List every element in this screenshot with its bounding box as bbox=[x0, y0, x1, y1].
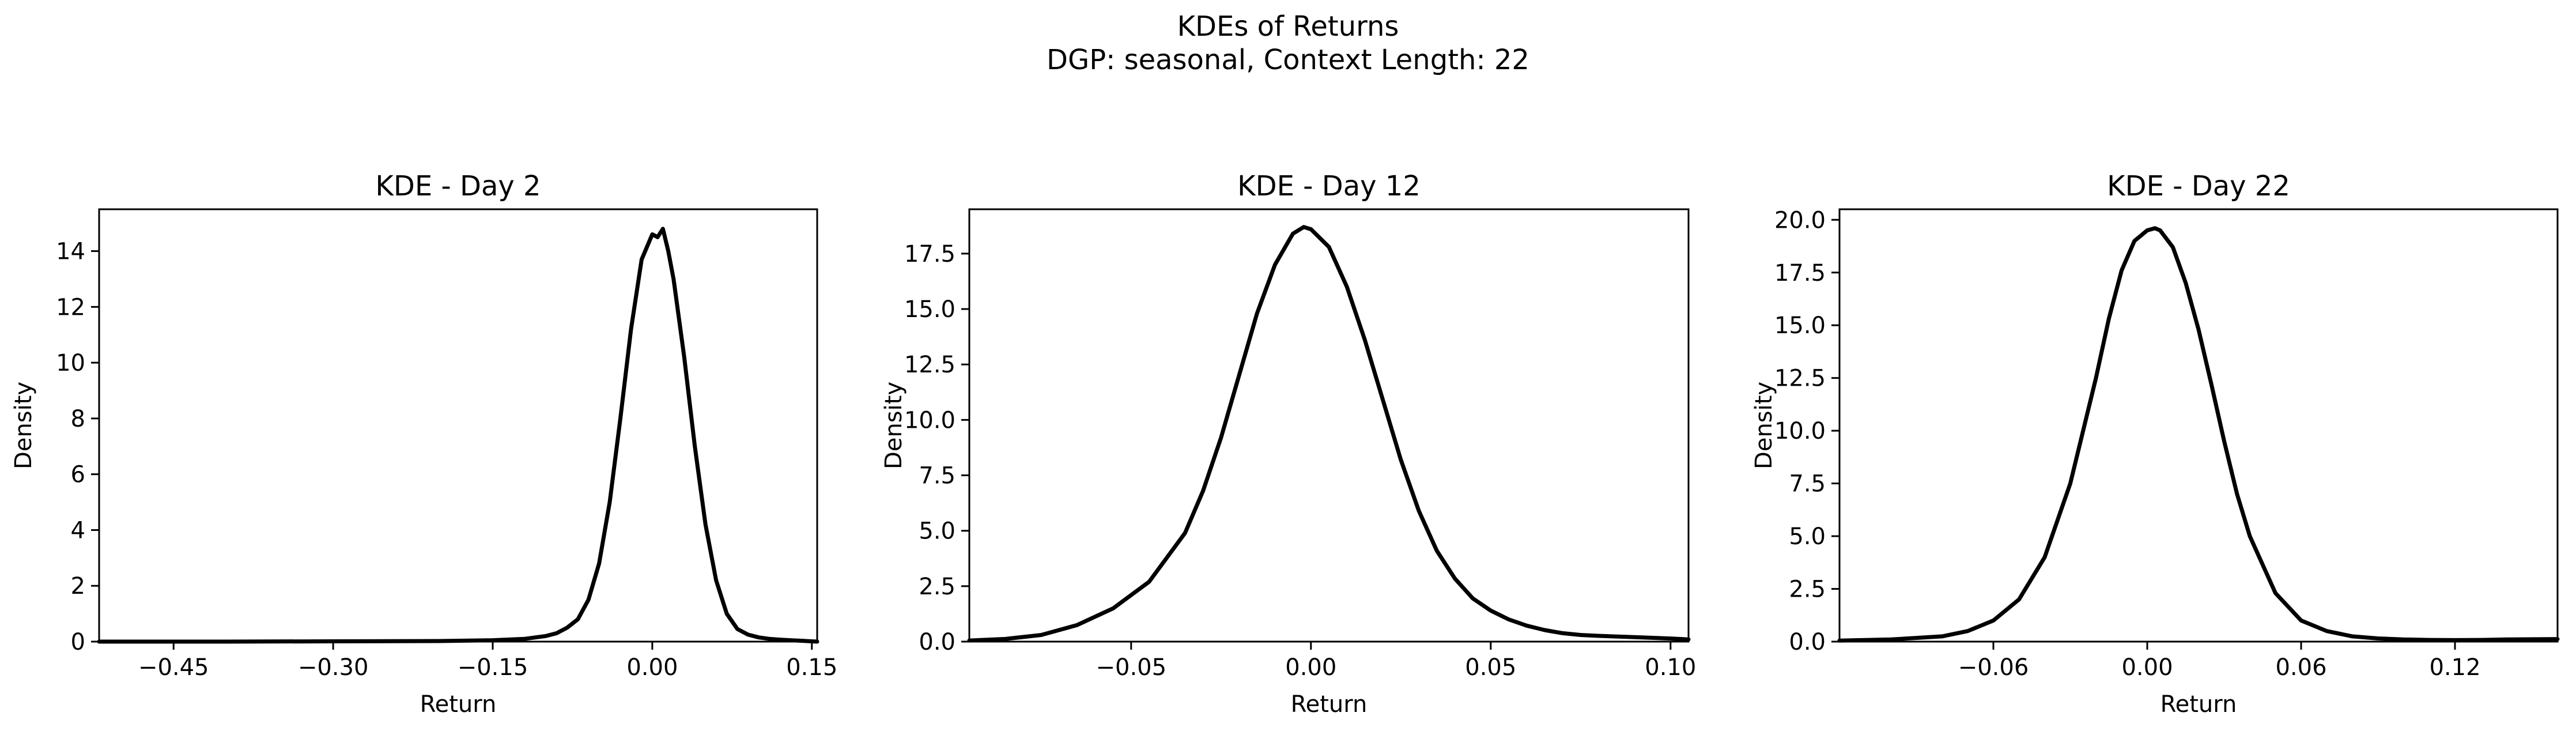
kde-line-series-1 bbox=[967, 225, 1691, 643]
x-tick-label: 0.06 bbox=[2275, 654, 2326, 681]
y-tick-label: 2.5 bbox=[919, 574, 955, 600]
axes-frame bbox=[98, 208, 818, 643]
y-tick-label: 17.5 bbox=[904, 241, 955, 267]
y-tick-label: 0.0 bbox=[919, 629, 955, 655]
y-tick-label: 12.5 bbox=[904, 352, 955, 378]
x-tick-label: 0.00 bbox=[2121, 654, 2173, 681]
y-tick-label: 14 bbox=[56, 239, 85, 265]
y-tick-label: 15.0 bbox=[904, 296, 955, 323]
x-tick-label: 0.12 bbox=[2429, 654, 2480, 681]
y-tick-label: 4 bbox=[71, 517, 85, 544]
y-tick-label: 6 bbox=[71, 462, 85, 488]
y-tick-label: 17.5 bbox=[1774, 260, 1826, 287]
y-tick-label: 0 bbox=[71, 629, 85, 655]
x-tick-label: −0.30 bbox=[298, 654, 369, 681]
x-tick-label: −0.05 bbox=[1096, 654, 1167, 681]
y-tick-label: 10 bbox=[56, 350, 85, 376]
kde-line-series-1 bbox=[1837, 226, 2560, 643]
subplot-3: −0.06 0.00 0.06 0.12 0.0 2.5 5.0 7.5 10.0 12.5 15.… bbox=[1751, 170, 2560, 718]
suptitle-line2: DGP: seasonal, Context Length: 22 bbox=[1047, 44, 1529, 76]
x-tick-label: −0.45 bbox=[138, 654, 209, 681]
y-axis-label: Density bbox=[1751, 382, 1777, 469]
x-axis-label: Return bbox=[1291, 691, 1368, 718]
subplot-1: −0.45 −0.30 −0.15 0.00 0.15 0 2 4 6 8 10 12 14 KDE - … bbox=[10, 170, 837, 718]
x-tick-label: 0.00 bbox=[1285, 654, 1336, 681]
x-tick-label: −0.15 bbox=[458, 654, 528, 681]
y-tick-label: 7.5 bbox=[1789, 471, 1826, 497]
x-tick-label: −0.06 bbox=[1958, 654, 2029, 681]
kde-line-series-1 bbox=[97, 227, 819, 644]
y-tick-label: 12.5 bbox=[1774, 365, 1826, 392]
y-tick-label: 8 bbox=[71, 406, 85, 432]
y-axis-label: Density bbox=[881, 382, 907, 469]
subplot-2: −0.05 0.00 0.05 0.10 0.0 2.5 5.0 7.5 10.0 12.5 15.… bbox=[881, 170, 1696, 718]
subplot-title: KDE - Day 22 bbox=[2107, 170, 2290, 202]
y-tick-label: 12 bbox=[56, 294, 85, 321]
subplot-title: KDE - Day 12 bbox=[1237, 170, 1421, 202]
subplot-title: KDE - Day 2 bbox=[375, 170, 541, 202]
y-tick-label: 10.0 bbox=[1774, 418, 1826, 444]
y-tick-label: 15.0 bbox=[1774, 312, 1826, 339]
y-tick-label: 2 bbox=[71, 573, 85, 600]
x-axis-label: Return bbox=[420, 691, 497, 718]
axes-frame bbox=[1838, 208, 2559, 643]
x-tick-label: 0.00 bbox=[626, 654, 678, 681]
y-tick-label: 0.0 bbox=[1789, 629, 1826, 655]
suptitle-line1: KDEs of Returns bbox=[1177, 10, 1399, 43]
x-tick-label: 0.05 bbox=[1465, 654, 1516, 681]
y-tick-label: 7.5 bbox=[919, 463, 955, 489]
subplot-panels: −0.45 −0.30 −0.15 0.00 0.15 0 2 4 6 8 10 12 14 KDE - … bbox=[10, 170, 2560, 718]
x-axis-label: Return bbox=[2160, 691, 2237, 718]
x-tick-label: 0.10 bbox=[1645, 654, 1696, 681]
y-tick-label: 5.0 bbox=[919, 518, 955, 545]
y-tick-label: 5.0 bbox=[1789, 523, 1826, 550]
y-axis-label: Density bbox=[10, 382, 37, 469]
y-tick-label: 2.5 bbox=[1789, 576, 1826, 603]
y-tick-label: 20.0 bbox=[1774, 207, 1826, 233]
y-tick-label: 10.0 bbox=[904, 407, 955, 434]
axes-frame bbox=[968, 208, 1690, 643]
x-tick-label: 0.15 bbox=[786, 654, 837, 681]
